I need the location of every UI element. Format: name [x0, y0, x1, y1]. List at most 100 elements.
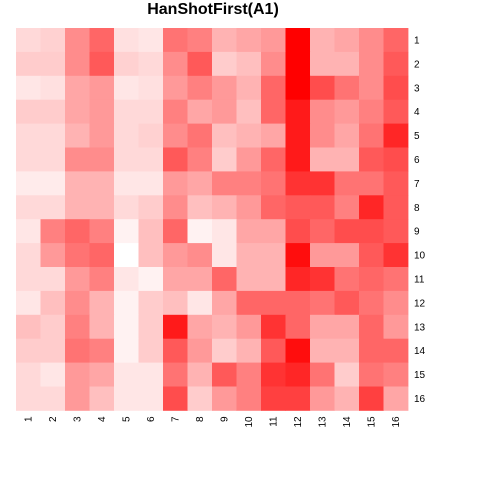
x-tick-label: 5 [122, 416, 133, 422]
heatmap-cell-r7-c6 [138, 171, 164, 196]
heatmap-cell-r1-c6 [138, 28, 164, 53]
heatmap-cell-r5-c6 [138, 123, 164, 148]
heatmap-cell-r1-c16 [383, 28, 409, 53]
heatmap-cell-r7-c9 [212, 171, 237, 196]
heatmap-cell-r15-c9 [212, 362, 237, 387]
heatmap-cell-r6-c5 [114, 147, 139, 172]
heatmap-cell-r4-c10 [236, 99, 262, 124]
y-tick-label: 5 [414, 131, 420, 142]
heatmap-cell-r15-c2 [40, 362, 66, 387]
heatmap-cell-r16-c1 [16, 386, 41, 411]
heatmap-cell-r3-c1 [16, 75, 41, 101]
heatmap-cell-r16-c13 [310, 386, 335, 411]
heatmap-cell-r11-c8 [187, 267, 213, 292]
heatmap-cell-r1-c10 [236, 28, 262, 53]
heatmap-cell-r12-c5 [114, 290, 139, 316]
y-tick-label: 10 [414, 251, 426, 262]
heatmap-cell-r3-c10 [236, 75, 262, 101]
x-axis-labels: 1 2 3 4 5 6 7 8 9 10 11 12 13 14 15 16 [24, 416, 403, 428]
y-tick-label: 1 [414, 35, 420, 46]
heatmap-cell-r14-c2 [40, 338, 66, 363]
heatmap-cell-r16-c9 [212, 386, 237, 411]
heatmap-cell-r8-c9 [212, 195, 237, 220]
heatmap-cell-r14-c6 [138, 338, 164, 363]
x-tick-label: 8 [195, 416, 206, 422]
heatmap-cell-r10-c3 [65, 243, 90, 268]
heatmap-cell-r9-c12 [285, 219, 311, 244]
heatmap-cell-r13-c12 [285, 314, 311, 340]
heatmap-cell-r8-c6 [138, 195, 164, 220]
heatmap-cell-r16-c10 [236, 386, 262, 411]
heatmap-cell-r6-c10 [236, 147, 262, 172]
heatmap-cell-r5-c4 [89, 123, 115, 148]
heatmap-cell-r8-c7 [163, 195, 188, 220]
heatmap-cell-r5-c16 [383, 123, 409, 148]
heatmap-cell-r12-c6 [138, 290, 164, 316]
heatmap-cell-r4-c2 [40, 99, 66, 124]
heatmap-cell-r1-c12 [285, 28, 311, 53]
heatmap-cell-r8-c15 [359, 195, 384, 220]
heatmap-cell-r14-c4 [89, 338, 115, 363]
heatmap-cell-r5-c5 [114, 123, 139, 148]
heatmap-cell-r1-c8 [187, 28, 213, 53]
heatmap-cell-r3-c8 [187, 75, 213, 101]
heatmap-cell-r15-c8 [187, 362, 213, 387]
heatmap-cell-r6-c11 [261, 147, 286, 172]
heatmap-cell-r8-c14 [334, 195, 360, 220]
heatmap-cell-r6-c2 [40, 147, 66, 172]
heatmap-cell-r10-c1 [16, 243, 41, 268]
heatmap-cell-r1-c5 [114, 28, 139, 53]
heatmap-cell-r10-c12 [285, 243, 311, 268]
heatmap-cell-r16-c6 [138, 386, 164, 411]
heatmap-cell-r6-c8 [187, 147, 213, 172]
heatmap-cell-r13-c14 [334, 314, 360, 340]
heatmap-cell-r11-c7 [163, 267, 188, 292]
heatmap-cell-r13-c9 [212, 314, 237, 340]
heatmap-cell-r9-c4 [89, 219, 115, 244]
heatmap-cell-r11-c15 [359, 267, 384, 292]
heatmap-cell-r15-c15 [359, 362, 384, 387]
heatmap-cell-r16-c15 [359, 386, 384, 411]
heatmap-cell-r8-c1 [16, 195, 41, 220]
heatmap-cell-r2-c7 [163, 51, 188, 77]
heatmap-cell-r7-c15 [359, 171, 384, 196]
heatmap-cell-r6-c3 [65, 147, 90, 172]
heatmap-cell-r9-c2 [40, 219, 66, 244]
heatmap-cell-r13-c16 [383, 314, 409, 340]
heatmap-cell-r8-c16 [383, 195, 409, 220]
heatmap-cell-r9-c6 [138, 219, 164, 244]
heatmap-cell-r10-c13 [310, 243, 335, 268]
heatmap-cell-r1-c1 [16, 28, 41, 53]
heatmap-cell-r2-c8 [187, 51, 213, 77]
x-tick-label: 16 [391, 416, 402, 428]
heatmap-cell-r8-c4 [89, 195, 115, 220]
heatmap-cell-r8-c3 [65, 195, 90, 220]
heatmap-cell-r6-c15 [359, 147, 384, 172]
heatmap-cell-r9-c14 [334, 219, 360, 244]
heatmap-cell-r9-c15 [359, 219, 384, 244]
heatmap-cell-r16-c12 [285, 386, 311, 411]
y-tick-label: 7 [414, 179, 420, 190]
y-tick-label: 12 [414, 298, 426, 309]
x-tick-label: 12 [293, 416, 304, 428]
heatmap-cell-r15-c7 [163, 362, 188, 387]
heatmap-cell-r1-c9 [212, 28, 237, 53]
heatmap-cell-r7-c2 [40, 171, 66, 196]
heatmap-cell-r10-c16 [383, 243, 409, 268]
heatmap-cell-r10-c8 [187, 243, 213, 268]
heatmap-cell-r11-c13 [310, 267, 335, 292]
heatmap-cell-r2-c2 [40, 51, 66, 77]
x-tick-label: 9 [220, 416, 231, 422]
heatmap-cell-r2-c11 [261, 51, 286, 77]
heatmap-cell-r5-c8 [187, 123, 213, 148]
heatmap-cell-r11-c12 [285, 267, 311, 292]
heatmap-cell-r12-c15 [359, 290, 384, 316]
heatmap-cell-r3-c4 [89, 75, 115, 101]
heatmap-cell-r10-c10 [236, 243, 262, 268]
heatmap-cell-r16-c4 [89, 386, 115, 411]
heatmap-cell-r15-c13 [310, 362, 335, 387]
y-tick-label: 4 [414, 107, 420, 118]
heatmap-cell-r4-c16 [383, 99, 409, 124]
heatmap-cell-r3-c11 [261, 75, 286, 101]
